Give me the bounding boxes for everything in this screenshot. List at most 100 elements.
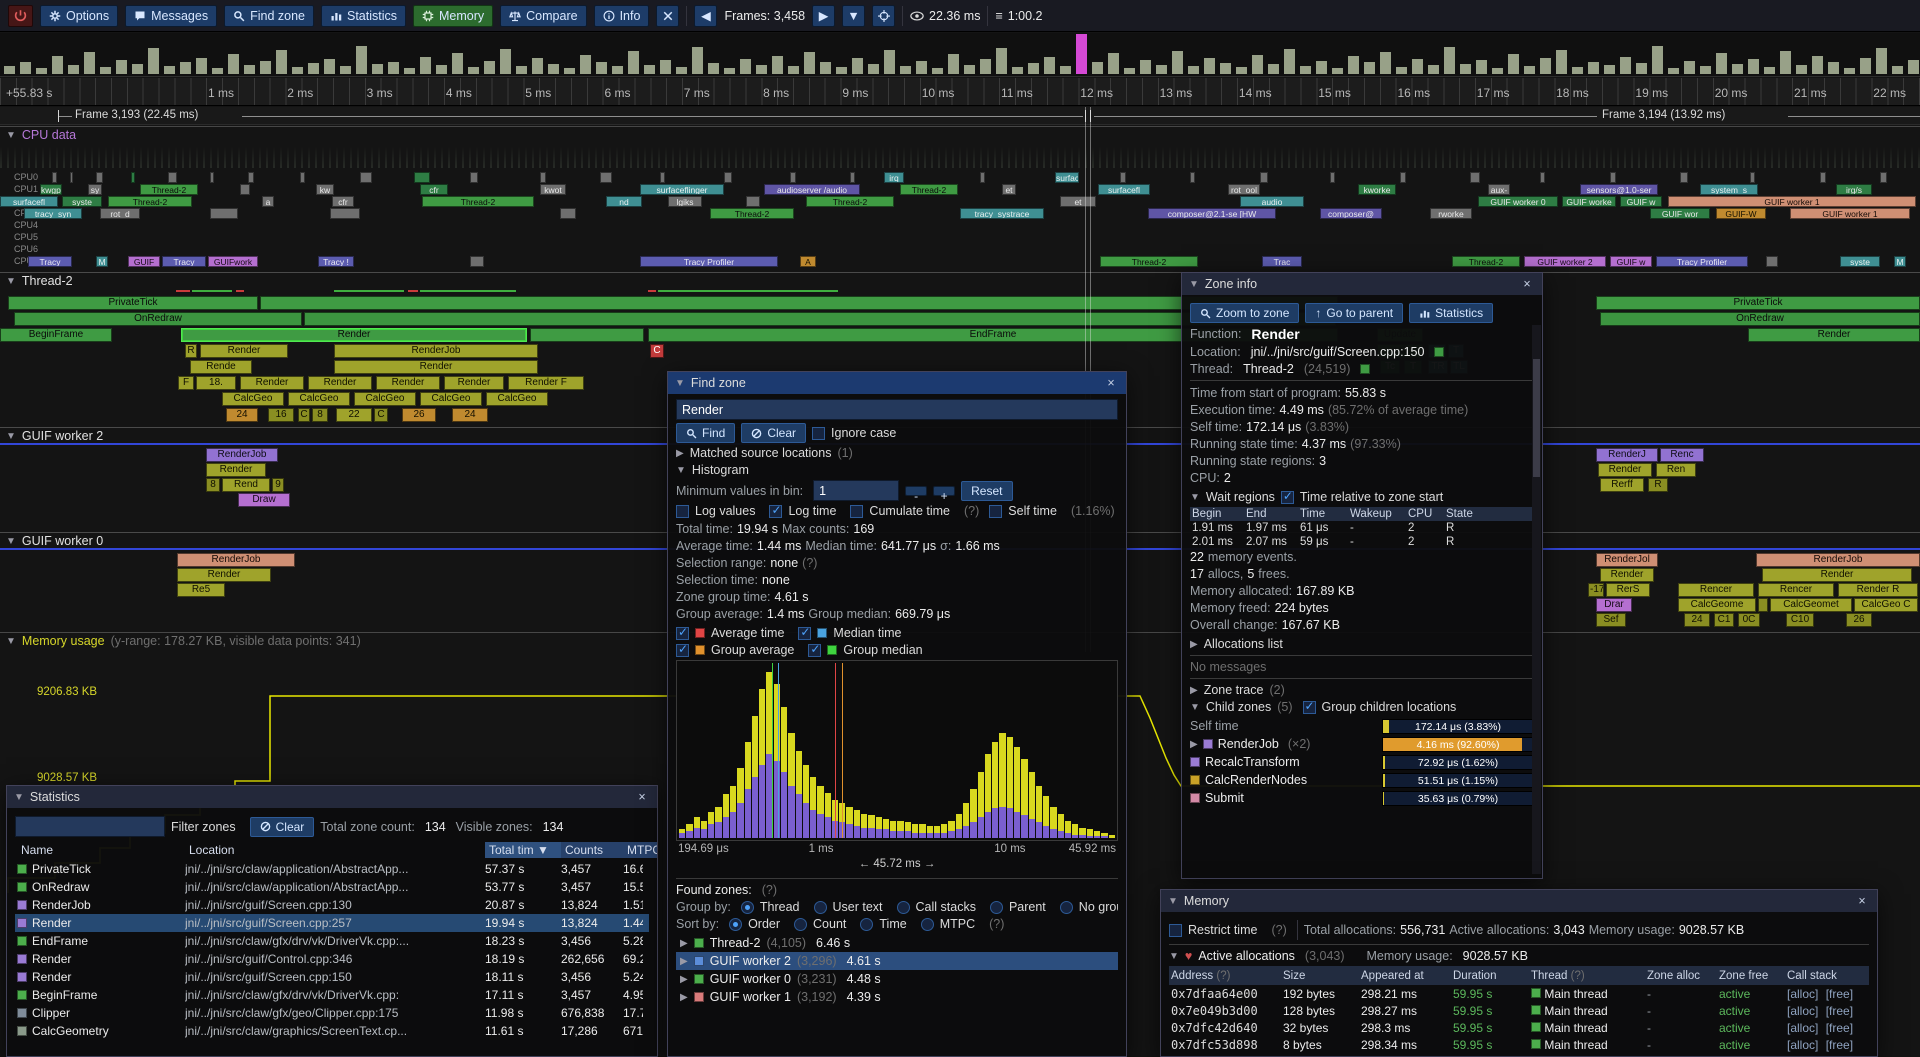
frame-bar[interactable] bbox=[68, 65, 79, 74]
frame-bar[interactable] bbox=[1780, 51, 1791, 74]
checkbox-log-values[interactable] bbox=[676, 504, 689, 518]
goto-frame-button[interactable] bbox=[872, 4, 896, 27]
frame-bar[interactable] bbox=[980, 59, 991, 74]
timeline-zone[interactable]: Render bbox=[1762, 568, 1912, 582]
timeline-zone[interactable]: kworke bbox=[1358, 184, 1396, 195]
frame-bar[interactable] bbox=[596, 62, 607, 74]
timeline-zone[interactable]: Render bbox=[1598, 463, 1652, 477]
histogram-bar[interactable] bbox=[912, 824, 919, 838]
timeline-zone[interactable]: Thread-2 bbox=[140, 184, 198, 195]
timeline-zone[interactable]: syste bbox=[1840, 256, 1880, 267]
timeline-zone[interactable] bbox=[980, 172, 985, 183]
call-stack-link[interactable]: [free] bbox=[1825, 1003, 1854, 1018]
frame-bar[interactable] bbox=[916, 61, 927, 74]
frame-bar[interactable] bbox=[1668, 68, 1679, 74]
frame-bar[interactable] bbox=[708, 63, 719, 74]
histogram-bar[interactable] bbox=[817, 785, 824, 838]
zone-group-row[interactable]: ▶ Thread-2 (4,105) 6.46 s bbox=[676, 934, 1118, 952]
timeline-zone[interactable]: CalcGeo bbox=[486, 392, 548, 406]
increment-button[interactable]: + bbox=[933, 485, 956, 501]
allocation-row[interactable]: 0x7dfaa64e00 192 bytes 298.21 ms 59.95 s Ma… bbox=[1169, 985, 1869, 1002]
column-header[interactable]: Counts bbox=[561, 842, 623, 858]
frame-bar[interactable] bbox=[1444, 47, 1455, 74]
frame-bar[interactable] bbox=[1652, 46, 1663, 74]
frame-bar[interactable] bbox=[452, 53, 463, 74]
timeline-zone[interactable]: Sef bbox=[1596, 613, 1626, 627]
frame-bar[interactable] bbox=[1524, 66, 1535, 74]
statistics-row[interactable]: CalcGeometry jni/../jni/src/claw/graphics… bbox=[15, 1022, 649, 1040]
legend-checkbox[interactable] bbox=[808, 643, 822, 657]
timeline-zone[interactable]: M bbox=[96, 256, 108, 267]
timeline-zone[interactable]: Rende bbox=[190, 360, 252, 374]
timeline-zone[interactable]: RenderJol bbox=[1596, 553, 1658, 567]
histogram-section-header[interactable]: ▼ Histogram bbox=[676, 463, 749, 477]
call-stack-link[interactable]: [free] bbox=[1825, 1020, 1854, 1035]
timeline-zone[interactable]: Draw bbox=[238, 493, 290, 507]
allocation-row[interactable]: 0x7e049b3d00 128 bytes 298.27 ms 59.95 s Ma… bbox=[1169, 1002, 1869, 1019]
timeline-zone[interactable] bbox=[850, 172, 855, 183]
timeline-zone[interactable]: Thread-2 bbox=[710, 208, 794, 219]
frame-bar[interactable] bbox=[1844, 68, 1855, 74]
histogram-bar[interactable] bbox=[1028, 771, 1035, 838]
close-icon[interactable]: × bbox=[1858, 894, 1866, 908]
timeline-zone[interactable] bbox=[210, 208, 238, 219]
frame-bar[interactable] bbox=[1380, 52, 1391, 74]
timeline-zone[interactable] bbox=[131, 172, 135, 183]
frame-bar[interactable] bbox=[1284, 49, 1295, 74]
frame-bar[interactable] bbox=[660, 60, 671, 74]
timeline-zone[interactable]: sy bbox=[88, 184, 102, 195]
frame-bar[interactable] bbox=[1044, 57, 1055, 74]
matched-source-locations[interactable]: ▶ Matched source locations (1) bbox=[676, 446, 853, 460]
histogram-bar[interactable] bbox=[802, 764, 810, 838]
column-header[interactable]: State bbox=[1446, 508, 1473, 520]
frame-bar[interactable] bbox=[1716, 53, 1727, 74]
frame-bar[interactable] bbox=[948, 54, 959, 74]
frame-bar[interactable] bbox=[1476, 60, 1487, 74]
frame-bar[interactable] bbox=[1012, 67, 1023, 74]
histogram-bar[interactable] bbox=[941, 824, 948, 838]
timeline-zone[interactable]: system_s bbox=[1700, 184, 1758, 195]
radio-time[interactable] bbox=[860, 917, 874, 931]
histogram-bar[interactable] bbox=[737, 768, 744, 838]
timeline-zone[interactable]: 22 bbox=[336, 408, 372, 422]
timeline-zone[interactable]: 0C bbox=[1738, 613, 1760, 627]
prev-frame-button[interactable]: ◀ bbox=[694, 4, 718, 27]
call-stack-link[interactable]: [alloc] bbox=[1787, 1020, 1822, 1035]
frame-bar[interactable] bbox=[52, 56, 63, 74]
frame-bar[interactable] bbox=[1908, 60, 1919, 74]
frame-bar[interactable] bbox=[164, 66, 175, 74]
frame-bar[interactable] bbox=[1572, 67, 1583, 74]
frame-bar[interactable] bbox=[20, 62, 31, 74]
timeline-zone[interactable]: composer@2.1-se [HW bbox=[1148, 208, 1276, 219]
zone-group-row[interactable]: ▶ GUIF worker 2 (3,296) 4.61 s bbox=[676, 952, 1118, 970]
frame-bar[interactable] bbox=[1220, 63, 1231, 74]
timeline-zone[interactable]: Re5 bbox=[177, 583, 225, 597]
timeline-zone[interactable]: C bbox=[374, 408, 388, 422]
frame-bar[interactable] bbox=[356, 46, 367, 74]
timeline-zone[interactable]: C10 bbox=[1786, 613, 1814, 627]
statistics-row[interactable]: OnRedraw jni/../jni/src/claw/application/… bbox=[15, 878, 649, 896]
timeline-zone[interactable]: M bbox=[1894, 256, 1906, 267]
frame-bar[interactable] bbox=[148, 48, 159, 74]
frame-bar[interactable] bbox=[1764, 67, 1775, 74]
child-zone-row[interactable]: Submit 35.63 μs (0.79%) bbox=[1190, 789, 1534, 807]
column-header[interactable]: MTPC bbox=[623, 842, 657, 858]
frame-bar[interactable] bbox=[1028, 63, 1039, 74]
column-header[interactable]: Zone free bbox=[1719, 969, 1769, 982]
wait-region-row[interactable]: 1.91 ms 1.97 ms 61 μs -2 R bbox=[1192, 522, 1455, 534]
frame-bar[interactable] bbox=[1892, 66, 1903, 74]
frame-bar[interactable] bbox=[516, 66, 527, 74]
scrollbar-thumb[interactable] bbox=[1533, 359, 1540, 477]
frame-label[interactable]: Frame 3,194 (13.92 ms) bbox=[1602, 109, 1726, 121]
timeline-zone[interactable]: EndFrame bbox=[648, 328, 1338, 342]
histogram-bar[interactable] bbox=[882, 818, 890, 838]
timeline-zone[interactable] bbox=[1260, 172, 1268, 183]
radio-user-text[interactable] bbox=[813, 900, 827, 914]
column-header[interactable]: Duration bbox=[1453, 969, 1497, 982]
timeline-zone[interactable]: 16 bbox=[268, 408, 294, 422]
timeline-zone[interactable]: Render bbox=[206, 463, 266, 477]
call-stack-link[interactable]: [alloc] bbox=[1787, 1037, 1822, 1052]
legend-checkbox[interactable] bbox=[798, 626, 812, 640]
frame-bar[interactable] bbox=[548, 64, 559, 74]
timeline-zone[interactable]: RerS bbox=[1606, 583, 1650, 597]
